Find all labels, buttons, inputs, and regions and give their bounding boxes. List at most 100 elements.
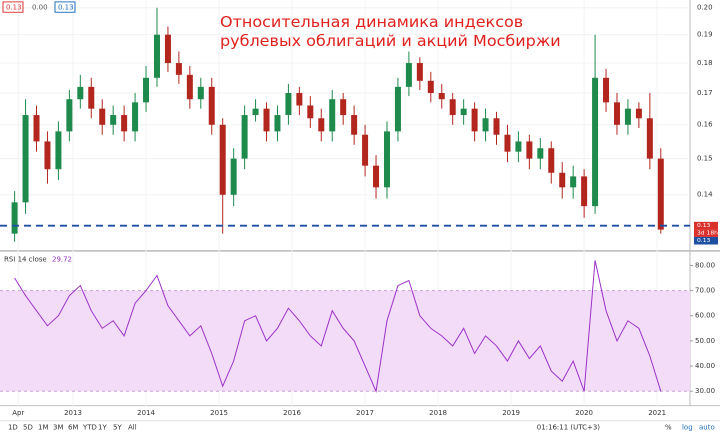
- candle-body: [285, 93, 292, 116]
- candle-body: [416, 63, 423, 81]
- candle-body: [373, 165, 380, 188]
- range-button[interactable]: 5Y: [113, 424, 123, 432]
- candle-body: [657, 158, 664, 230]
- scale-option[interactable]: log: [682, 424, 693, 432]
- candle-body: [548, 148, 555, 173]
- x-tick-label: Apr: [12, 409, 24, 417]
- candle-body: [274, 115, 281, 132]
- candle-body: [394, 86, 401, 132]
- candle-body: [22, 115, 29, 203]
- header-value: 0.13: [58, 4, 74, 12]
- candle-body: [471, 108, 478, 132]
- candle-body: [570, 176, 577, 188]
- candle-body: [613, 102, 620, 125]
- y-tick-label: 60.00: [695, 312, 715, 320]
- candle-body: [581, 176, 588, 207]
- rsi-band: [0, 290, 690, 392]
- candle-body: [351, 115, 358, 135]
- candle-body: [197, 86, 204, 100]
- candle-body: [11, 202, 18, 234]
- legend-label: RSI 14 close: [4, 256, 47, 264]
- candle-body: [318, 118, 325, 132]
- candle-body: [241, 115, 248, 159]
- x-tick-label: 2015: [210, 409, 228, 417]
- candle-body: [186, 74, 193, 100]
- rsi-line: [14, 260, 662, 393]
- x-tick-label: 2020: [575, 409, 593, 417]
- y-tick-label: 0.18: [697, 59, 713, 67]
- chart-title: Относительная динамика индексов: [220, 13, 523, 30]
- candle-body: [624, 108, 631, 125]
- scale-option[interactable]: auto: [699, 424, 715, 432]
- range-button[interactable]: YTD: [82, 424, 97, 432]
- candle-body: [362, 134, 369, 166]
- y-tick-label: 70.00: [695, 287, 715, 295]
- price-tag: [694, 229, 718, 237]
- range-button[interactable]: 6M: [68, 424, 79, 432]
- clock: 01:16:11 (UTC+3): [537, 424, 601, 432]
- candle-body: [383, 131, 390, 188]
- candle-body: [66, 99, 73, 132]
- candle-body: [307, 105, 314, 119]
- x-tick-label: 2014: [137, 409, 155, 417]
- header-value: 0.13: [6, 4, 22, 12]
- scale-option[interactable]: %: [665, 424, 672, 432]
- y-tick-label: 0.15: [697, 155, 713, 163]
- candle-body: [33, 115, 40, 142]
- candle-body: [230, 158, 237, 195]
- price-tag: [694, 221, 718, 230]
- x-tick-label: 2017: [356, 409, 374, 417]
- candle-body: [405, 63, 412, 87]
- chart-title: рублевых облигаций и акций Мосбиржи: [220, 32, 561, 49]
- y-tick-label: 0.17: [697, 89, 713, 97]
- price-tag-label: 3d 18h: [697, 231, 718, 237]
- candle-body: [164, 34, 171, 64]
- candle-body: [77, 86, 84, 100]
- y-tick-label: 0.20: [697, 4, 713, 12]
- y-tick-label: 50.00: [695, 337, 715, 345]
- candle-body: [592, 77, 599, 207]
- candle-body: [635, 108, 642, 119]
- candle-body: [559, 172, 566, 188]
- x-tick-label: 2016: [283, 409, 301, 417]
- candle-body: [44, 141, 51, 170]
- legend-value: 29.72: [52, 256, 72, 264]
- range-button[interactable]: 1Y: [98, 424, 108, 432]
- x-tick-label: 2019: [502, 409, 520, 417]
- candle-body: [460, 108, 467, 116]
- candle-body: [482, 118, 489, 132]
- candle-body: [537, 148, 544, 159]
- candle-body: [132, 102, 139, 132]
- candle-body: [646, 118, 653, 159]
- y-tick-label: 0.16: [697, 121, 713, 129]
- range-button[interactable]: 1D: [8, 424, 18, 432]
- candle-body: [143, 77, 150, 103]
- range-button[interactable]: 1M: [38, 424, 49, 432]
- candle-body: [438, 93, 445, 100]
- candle-body: [296, 93, 303, 106]
- price-tag: [694, 236, 718, 245]
- range-button[interactable]: 5D: [23, 424, 33, 432]
- range-button[interactable]: 3M: [53, 424, 64, 432]
- candle-body: [110, 115, 117, 125]
- y-tick-label: 0.14: [697, 191, 713, 199]
- candle-body: [175, 63, 182, 75]
- header-value: 0.00: [32, 4, 48, 12]
- candle-body: [329, 99, 336, 132]
- x-tick-label: 2021: [648, 409, 666, 417]
- candle-body: [340, 99, 347, 116]
- candle-body: [504, 134, 511, 152]
- y-tick-label: 0.19: [697, 31, 713, 39]
- candle-body: [515, 141, 522, 152]
- x-tick-label: 2013: [64, 409, 82, 417]
- candle-body: [219, 124, 226, 195]
- range-button[interactable]: All: [128, 424, 137, 432]
- candle-body: [55, 131, 62, 170]
- price-tag-label: 0.13: [697, 223, 711, 229]
- header-box: [2, 1, 24, 13]
- candle-body: [603, 77, 610, 103]
- header-box: [54, 1, 76, 13]
- candle-body: [99, 108, 106, 125]
- candle-body: [263, 108, 270, 132]
